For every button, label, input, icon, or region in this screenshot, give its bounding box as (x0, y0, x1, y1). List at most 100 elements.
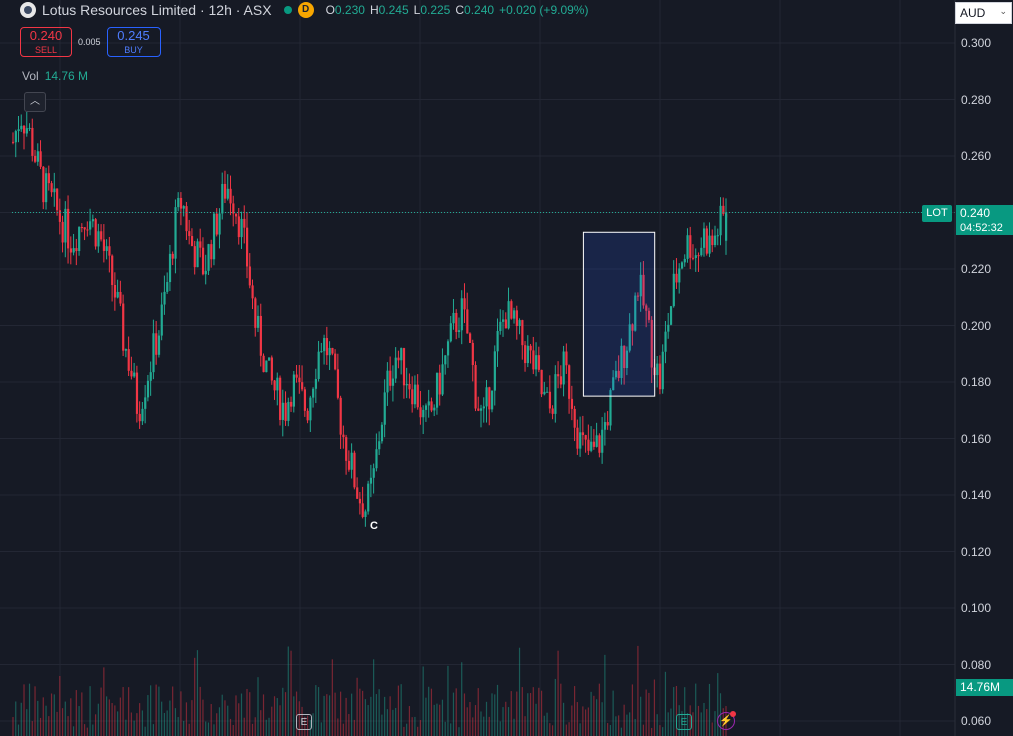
candle-body (281, 402, 284, 420)
volume-bar (34, 686, 36, 736)
candle-body (160, 304, 163, 336)
candle-body (284, 402, 287, 421)
candle-body (620, 345, 623, 379)
candle-body (141, 408, 144, 422)
volume-bar (590, 691, 592, 736)
volume-bar (262, 694, 265, 736)
candle-body (647, 310, 651, 320)
lightning-event-icon[interactable]: ⚡ (717, 711, 736, 730)
candle-body (212, 213, 216, 260)
candle-body (466, 309, 469, 334)
candle-body (58, 210, 61, 222)
candle-body (361, 503, 364, 517)
candle-body (609, 390, 612, 426)
volume-bar (348, 714, 350, 736)
volume-bar (452, 692, 455, 736)
highlight-rectangle (582, 231, 656, 397)
volume-bar (119, 697, 121, 736)
volume-bar (100, 687, 102, 736)
volume-bar (64, 701, 66, 736)
candle-body (614, 370, 618, 378)
buy-button[interactable]: 0.245 BUY (106, 27, 161, 57)
volume-bar (221, 694, 223, 736)
candle-body (199, 241, 202, 248)
volume-bar (284, 692, 287, 736)
volume-bar (466, 707, 468, 736)
sell-button[interactable]: 0.240 SELL (20, 27, 72, 57)
bar-countdown: 04:52:32 (960, 222, 1003, 234)
volume-bar (163, 712, 166, 736)
volume-bar (37, 700, 39, 736)
candle-body (394, 357, 397, 379)
volume-bar (568, 722, 570, 736)
volume-bar (411, 717, 413, 736)
collapse-legend-button[interactable]: ︿ (24, 92, 46, 112)
candle-body (94, 219, 97, 247)
candle-body (353, 452, 356, 488)
volume-bar (56, 711, 58, 736)
volume-bar (67, 716, 69, 736)
candle-body (612, 377, 615, 391)
price-tick-label: 0.120 (961, 544, 992, 559)
candle-body (124, 349, 128, 351)
candle-body (17, 129, 20, 132)
volume-bar (117, 711, 119, 736)
candle-body (138, 413, 141, 422)
volume-bar (273, 696, 276, 736)
candle-body (625, 350, 629, 369)
candle-body (411, 389, 414, 405)
candle-body (408, 383, 411, 390)
volume-bar (496, 684, 499, 736)
candle-body (100, 231, 103, 240)
volume-bar (571, 705, 573, 736)
candle-body (240, 218, 243, 238)
candle-body (303, 389, 307, 411)
earnings-event-icon[interactable]: E (296, 714, 312, 730)
volume-bar (714, 711, 716, 736)
earnings-event-icon[interactable]: E (676, 714, 692, 730)
candle-body (144, 397, 147, 409)
symbol-title[interactable]: Lotus Resources Limited · 12h · ASX (42, 2, 272, 18)
volume-bar (94, 714, 97, 736)
candle-body (157, 335, 161, 355)
candle-body (623, 345, 626, 369)
volume-bar (83, 724, 86, 736)
delayed-data-badge[interactable]: D (297, 2, 314, 18)
volume-bar (441, 699, 444, 736)
candle-body (491, 390, 494, 410)
volume-bar (147, 695, 149, 736)
candle-body (323, 338, 326, 352)
volume-bar (364, 699, 366, 736)
candle-body (270, 357, 273, 381)
volume-bar (582, 706, 584, 736)
chart-grid (0, 0, 955, 736)
volume-bar (271, 706, 273, 736)
candle-body (510, 301, 513, 319)
sell-price: 0.240 (29, 28, 63, 43)
volume-bar (26, 709, 28, 736)
candle-body (419, 407, 422, 418)
volume-bar (601, 702, 603, 736)
volume-bar (105, 696, 108, 736)
volume-bar (103, 667, 105, 736)
candle-body (358, 498, 362, 504)
candle-body (215, 213, 218, 235)
volume-bar (199, 686, 201, 736)
volume-bar (326, 694, 328, 736)
volume-bar (629, 712, 631, 736)
volume-bar (469, 702, 471, 736)
volume-bar (428, 686, 430, 736)
volume-bar (249, 692, 251, 736)
currency-select[interactable]: AUD ⌄ (955, 2, 1012, 24)
volume-bar (417, 726, 419, 736)
volume-bar (136, 713, 138, 736)
volume-bar (656, 714, 658, 736)
volume-bar (81, 692, 83, 736)
candle-body (89, 221, 92, 230)
symbol-logo-icon (20, 2, 36, 18)
candle-body (380, 424, 384, 442)
volume-bar (169, 700, 171, 736)
volume-bar (268, 717, 270, 736)
volume-bar (697, 705, 700, 736)
